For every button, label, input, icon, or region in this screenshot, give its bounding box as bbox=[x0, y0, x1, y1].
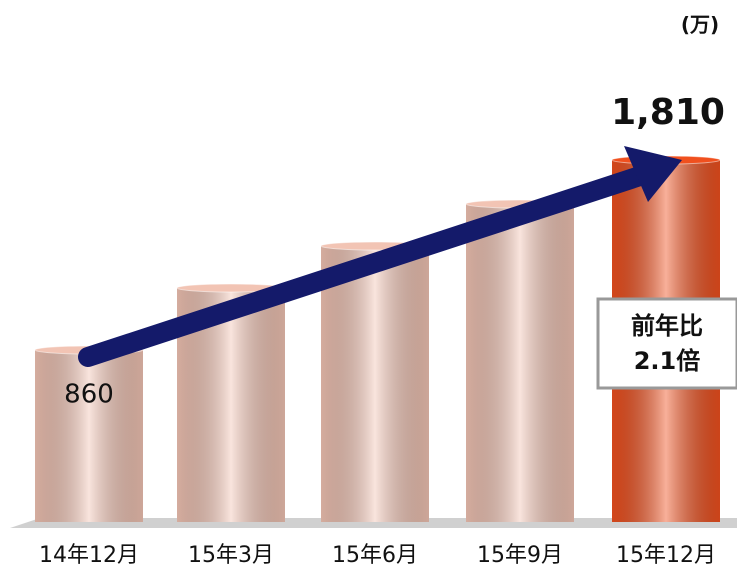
annotation-text: 2.1倍 bbox=[634, 347, 701, 375]
bar-shine bbox=[321, 246, 429, 522]
x-tick-label: 15年6月 bbox=[332, 543, 418, 568]
unit-label: (万) bbox=[681, 13, 719, 37]
bar-shine bbox=[35, 350, 143, 522]
trend-arrow bbox=[78, 166, 650, 367]
bar-shine bbox=[466, 204, 574, 522]
annotation-text: 前年比 bbox=[631, 312, 703, 340]
value-label: 860 bbox=[64, 380, 114, 410]
x-tick-label: 14年12月 bbox=[39, 543, 139, 568]
x-tick-label: 15年3月 bbox=[188, 543, 274, 568]
x-tick-label: 15年12月 bbox=[616, 543, 716, 568]
trend-arrow-head bbox=[624, 146, 682, 202]
value-label: 1,810 bbox=[611, 92, 725, 133]
annotation-box bbox=[596, 297, 737, 390]
x-tick-label: 15年9月 bbox=[477, 543, 563, 568]
